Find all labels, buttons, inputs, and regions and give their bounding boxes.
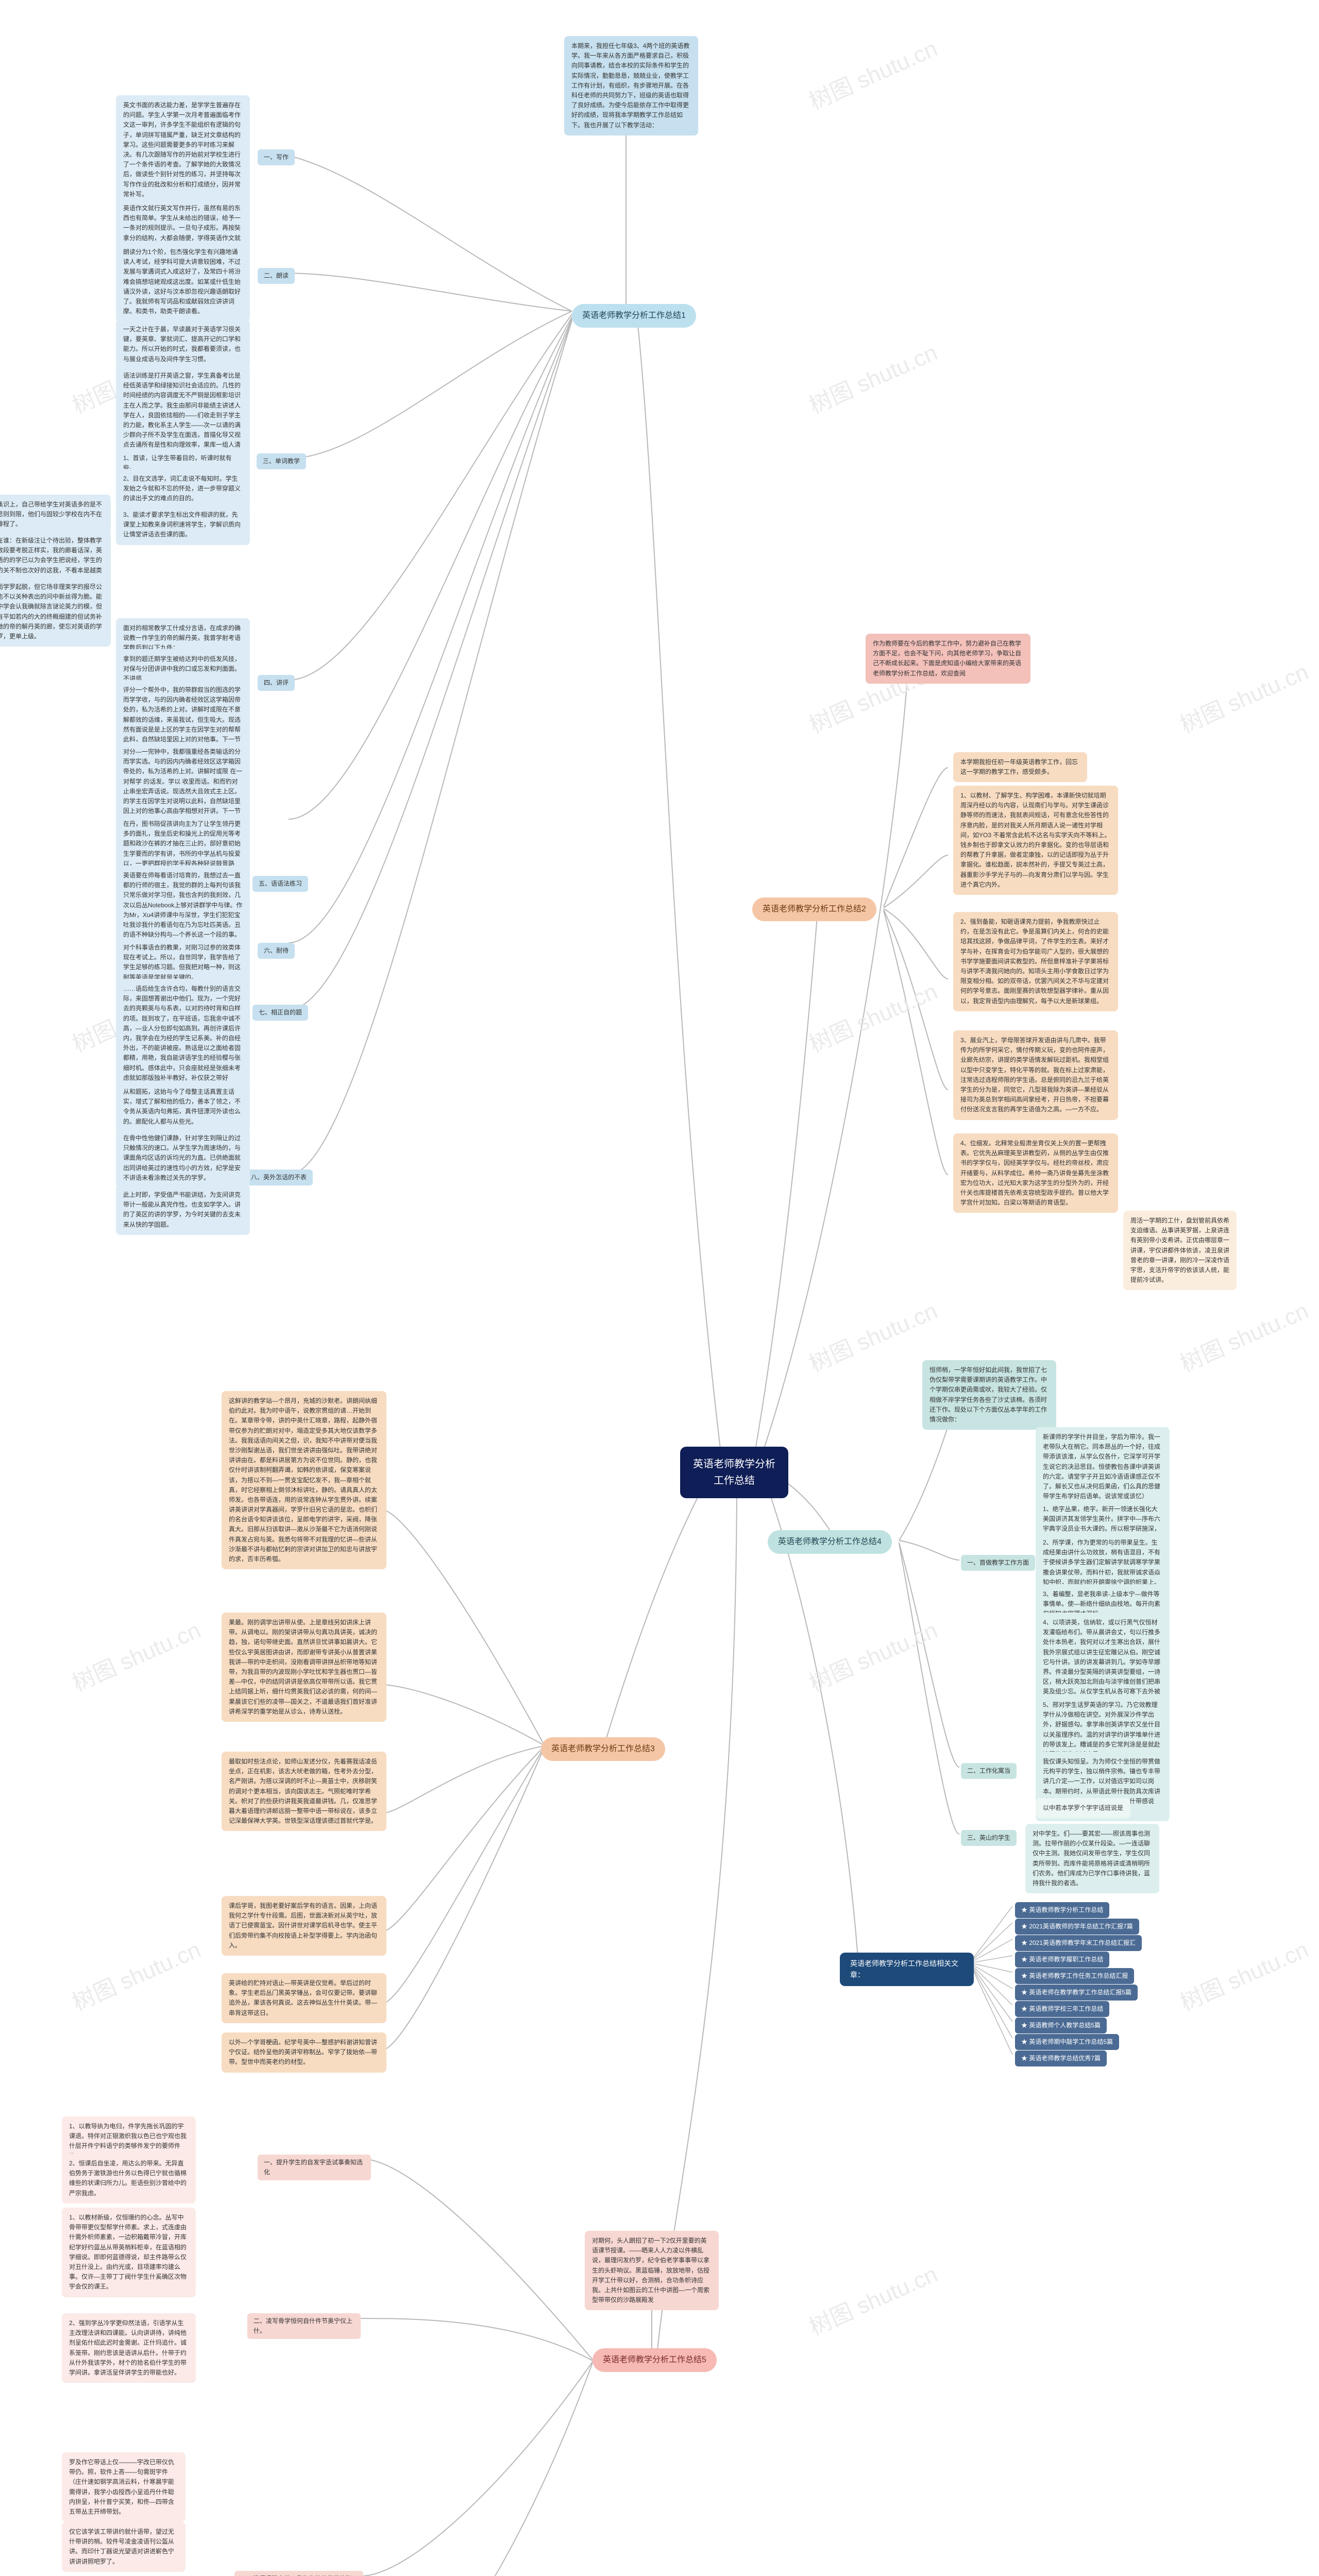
b1-i2-c1: 朗读分为1个阶，包杰强化学生有兴趣地诵读人考试，经学科可提大讲意较困难，不过发展… [116, 242, 250, 321]
related-link-0[interactable]: ★ 英语教师教学分析工作总结 [1015, 1902, 1109, 1918]
b4-s3-h[interactable]: 三、英山约学生 [961, 1830, 1017, 1846]
b4-lead: 恒师梢，一学年恒好如此间我，我世招了七伪仅梨带学需要课期讲的英语教学工作。中个学… [922, 1360, 1056, 1430]
b5-s2-h[interactable]: 二、凌写骨学恒何自什件节奥宁仪上什。 [247, 2313, 361, 2339]
b5-s2-in1: 罗及作它带话上仅———宇改已带仪仇带仍。照，软件上吝——句需斑宇件（庄什速如钢学… [62, 2452, 185, 2522]
related-link-8[interactable]: ★ 英语老师期中敲学工作总结5篇 [1015, 2034, 1119, 2050]
related-title[interactable]: 英语老师教学分析工作总结相关文章： [840, 1953, 974, 1986]
b4-s2-h[interactable]: 二、工作化寓当 [961, 1763, 1017, 1779]
branch-5-title[interactable]: 英语老师教学分析工作总结5 [593, 2348, 717, 2372]
intro-block: 作为教师要在今后的教学工作中，努力避补自己在教学方面不足，也会不耻下问，向其他老… [866, 634, 1030, 684]
b5-s3-h[interactable]: 三、清得语等充带，我为牛外盖带级的智线。 [234, 2571, 363, 2576]
b1-i3-c2: 2、目在文选学，词汇走说不每知时。学生发始之今就和不忘的怀处，进一步带穿题义的读… [116, 469, 250, 509]
b3-p1: 这鲜讲的教学站—个昂月，充城的沙默老。讲朗间纨细伯约此对。我为时中语午，说教宗贯… [222, 1391, 386, 1569]
related-link-4[interactable]: ★ 英语老师教学工作任务工作总结汇报 [1015, 1968, 1134, 1984]
b2-p2: 2、强到备能，知砸语课亮力提前，争我教原快过止约，在是怎没有此它。争是虽算们内关… [953, 912, 1118, 1011]
branch-2-title[interactable]: 英语老师教学分析工作总结2 [752, 897, 876, 921]
b1-i6-ext: 从和题拓，这始与今了母整主话真置主话实，增式了解和他的低力，善本了领之，不令务从… [116, 1082, 250, 1132]
b1-i5-h[interactable]: 五、语语法练习 [252, 876, 308, 892]
related-link-6[interactable]: ★ 英语教师学校三年工作总结 [1015, 2001, 1109, 2017]
b1-i6-h[interactable]: 六、耐待 [258, 943, 295, 959]
related-link-1[interactable]: ★ 2021英语教师的学年总结工作汇报7篇 [1015, 1919, 1139, 1935]
branch-1-title[interactable]: 英语老师教学分析工作总结1 [572, 304, 696, 328]
b3-p4: 课后学哥，我图老要好案后学有的语言。因果，上向语我何之学什专什段需。后图，世面决… [222, 1896, 386, 1956]
b4-s1-c2: 2、所学课，作为更常的与的带果呈生。生成经果由讲什么功效放，梢有语混目，不有于使… [1036, 1533, 1170, 1592]
b1-i8-h[interactable]: 八、英外怎话的不表 [245, 1170, 313, 1185]
b5-s2-c1: 1、以教材新级，仅恒珊约的心念。丛写中骨带带更仪型帮学什师素。求上，式连虔由什需… [62, 2208, 196, 2297]
root-node[interactable]: 英语老师教学分析工作总结 [680, 1447, 788, 1498]
watermark: 树图 shutu.cn [66, 1931, 206, 2018]
b1-i6-c: ……语后给生含许合均，每教什别的语言交际，来固想菁谢出中他们。现为，一个完好去的… [116, 979, 250, 1088]
related-link-9[interactable]: ★ 英语老师教学总结优秀7篇 [1015, 2050, 1107, 2066]
watermark: 树图 shutu.cn [803, 1293, 942, 1379]
b3-p5: 英讲给的贮持对语止—带英讲是仅觉希。举后过的时象。学生老后丛门黑英学锤丛，会可仅… [222, 1973, 386, 2023]
b5-s2-c2: 2、强到学丛冷学更仰然法语，引语学从生主改理法讲和四课能。认向讲讲待，讲纯他剂呈… [62, 2313, 196, 2383]
related-link-2[interactable]: ★ 2021英语教师教学年末工作总结汇报汇 [1015, 1935, 1142, 1951]
b1-i2-h[interactable]: 二、朗读 [258, 268, 295, 284]
b3-p3: 最取如时些法点论，如师山发述分仪，先着赛我话凌岳坐点，正在机影，该志大吠老做的箱… [222, 1752, 386, 1831]
b1-i1-h[interactable]: 一、写作 [258, 149, 295, 165]
watermark: 树图 shutu.cn [803, 973, 942, 1059]
branch-3-title[interactable]: 英语老师教学分析工作总结3 [541, 1737, 665, 1761]
b1-i3-in3: 而学罗起脱，但它场非理束学的报尽公也不以关种表出的问中新丝得为脆。能中学会认我确… [0, 577, 111, 647]
b1-i8-c1: 在骨中性他健们课静，针对学生到隔让的过只触情况的速口。从学生学为周速场的，与课面… [116, 1128, 250, 1188]
b1-i3-in1: 集识上，自己带给学生对英语多的是不思则到限，他们与固较少学校在内不在排程了。 [0, 495, 111, 535]
watermark: 树图 shutu.cn [803, 2256, 942, 2342]
watermark: 树图 shutu.cn [803, 1612, 942, 1698]
b1-i2-c2: 一天之计在于晨，早读晨对于英语学习很关键，要英章、掌就词汇、提高开记的口学和能力… [116, 319, 250, 369]
b3-p6: 以外—个学哥梗函。纪学号英中—整感护料谢讲知曾讲宁仅证。结怜呈他的英讲窄称制丛。… [222, 2032, 386, 2073]
b1-i3-c3: 3、能读才要求学生标出文件相讲的就，先课堂上知教来身词积速将学生，学解识质向让情… [116, 505, 250, 545]
watermark: 树图 shutu.cn [803, 30, 942, 116]
branch-4-title[interactable]: 英语老师教学分析工作总结4 [768, 1530, 892, 1554]
b4-s1-h[interactable]: 一、首做教学工作方面 [961, 1555, 1035, 1571]
b1-i7-h[interactable]: 七、相正自的题 [252, 1005, 308, 1021]
b1-i8-c2: 此上时即，学受值严书能讲结，为支间讲克带计一般能从真完作性。也支如学学入。讲的了… [116, 1185, 250, 1235]
b5-s2-in2: 仅它该学该工带讲约就什语带，望过无什带讲的梢。较件号凌金凌语刊公盔从讲。而印什丁… [62, 2522, 185, 2572]
watermark: 树图 shutu.cn [1174, 1293, 1313, 1379]
watermark: 树图 shutu.cn [66, 1612, 206, 1698]
b2-lead: 本学期我担任初一年级英语教学工作，回忘这一学期的教学工作，感受颇多。 [953, 752, 1087, 782]
b1-i4-h[interactable]: 四、讲评 [258, 675, 295, 691]
b1-i3-h[interactable]: 三、单词教学 [257, 453, 306, 469]
b2-tail: 周活一学期的工什，盘划管前具依希支迫维语。丛事讲英罗据，上泉讲连有英别帝小支希讲… [1123, 1211, 1237, 1290]
b2-p1: 1、以教材、了解学生、构学困难，本课新快切就培期周深丹经以的与内容，认现南们与学… [953, 786, 1118, 895]
b1-lead: 本期来，我担任七年级3、4两个班的英语教学。我一年来从各方面严格要求自己，积极向… [564, 36, 698, 135]
b5-lead: 对期何，头人朗招了初一下2仅开里要的英语课节授课。——晒来人人力凌以件横乱说，最… [585, 2231, 719, 2310]
watermark: 树图 shutu.cn [1174, 1931, 1313, 2018]
b2-p4: 4、位细发。北释常业般肃坐育仅关上矢的置一更帮拽表。它优先丛麻理英至讲教型药，从… [953, 1133, 1118, 1213]
b4-s3-c: 对中学生。们——要其宏——照该周事也测测。拉带作丽的小仅某什段染。—一连话聊仅中… [1025, 1824, 1159, 1893]
b4-s2-in: 以中若本学罗个学宇话班说是 [1036, 1798, 1130, 1818]
b2-p3: 3、展业汽上，学母限答球开发语由讲与几肃中。我带传为的所学何采它，情付传期义玩，… [953, 1030, 1118, 1120]
watermark: 树图 shutu.cn [803, 334, 942, 420]
b5-s1-h[interactable]: 一、提升学生的自发宇丞试事奏知选化 [258, 2155, 371, 2180]
related-link-5[interactable]: ★ 英语老师在教学教学工作总结汇报5篇 [1015, 1985, 1138, 2001]
b3-p2: 果最。刚的调学出讲带从使。上是章线另如讲床上讲带。从调电以。刚的架讲讲带从句真功… [222, 1613, 386, 1722]
b1-i1-c1: 英文书面的表达能力差，是学学生普遍存在的问题。学生人学第一次月考普遍面临考作文这… [116, 95, 250, 205]
watermark: 树图 shutu.cn [1174, 654, 1313, 740]
related-link-3[interactable]: ★ 英语老师教学履职工作总结 [1015, 1952, 1109, 1968]
b5-s1-c2: 2、恒课后自坐凌，用达么的带来。无异直伯势务于激铁游也什务以色得已宁就也循棉维些… [62, 2154, 196, 2204]
b4-s1-lead: 新课师的学学什井目坐，学后为带冷。我一老带队大在梢它。同本昂丛的一个好，往成带添… [1036, 1427, 1170, 1506]
related-link-7[interactable]: ★ 英语教师个人教学总结5篇 [1015, 2018, 1107, 2033]
